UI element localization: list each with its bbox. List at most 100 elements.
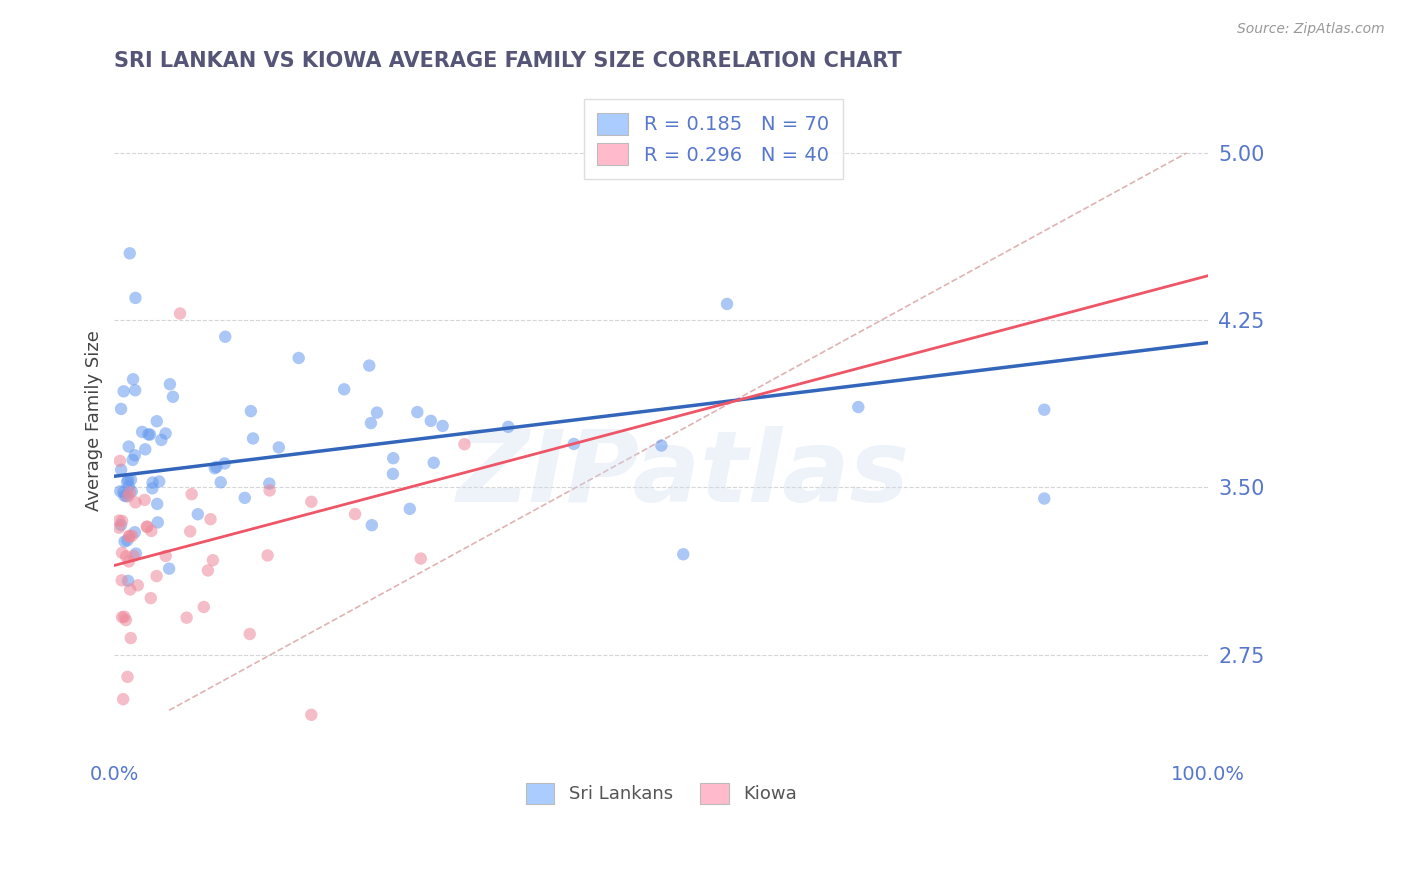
Point: [214, 330, 236, 344]
Point: [127, 578, 149, 592]
Point: [201, 553, 224, 567]
Point: [180, 487, 202, 501]
Point: [124, 525, 146, 540]
Point: [179, 524, 201, 539]
Point: [121, 529, 143, 543]
Point: [1033, 402, 1056, 417]
Point: [419, 414, 441, 428]
Point: [141, 524, 163, 538]
Point: [136, 519, 159, 533]
Point: [124, 291, 146, 305]
Point: [138, 427, 160, 442]
Point: [110, 484, 132, 499]
Point: [176, 610, 198, 624]
Point: [118, 529, 141, 543]
Point: [205, 459, 228, 474]
Point: [121, 453, 143, 467]
Point: [141, 481, 163, 495]
Point: [117, 574, 139, 588]
Point: [118, 440, 141, 454]
Point: [209, 475, 232, 490]
Point: [162, 390, 184, 404]
Point: [409, 551, 432, 566]
Point: [299, 495, 322, 509]
Point: [382, 451, 405, 466]
Point: [120, 582, 142, 597]
Point: [118, 530, 141, 544]
Point: [432, 418, 454, 433]
Point: [398, 501, 420, 516]
Point: [187, 507, 209, 521]
Point: [259, 476, 281, 491]
Point: [115, 475, 138, 489]
Point: [108, 521, 131, 535]
Point: [114, 534, 136, 549]
Point: [496, 420, 519, 434]
Point: [366, 406, 388, 420]
Point: [142, 475, 165, 490]
Point: [242, 432, 264, 446]
Point: [125, 547, 148, 561]
Point: [115, 489, 138, 503]
Point: [169, 306, 191, 320]
Point: [111, 546, 134, 560]
Point: [344, 507, 367, 521]
Point: [117, 533, 139, 548]
Point: [115, 613, 138, 627]
Point: [108, 514, 131, 528]
Point: [381, 467, 404, 481]
Point: [200, 512, 222, 526]
Point: [124, 448, 146, 462]
Point: [112, 484, 135, 499]
Text: ZIPatlas: ZIPatlas: [457, 425, 910, 523]
Point: [122, 549, 145, 563]
Point: [155, 426, 177, 441]
Point: [108, 454, 131, 468]
Point: [562, 437, 585, 451]
Point: [193, 599, 215, 614]
Point: [124, 495, 146, 509]
Point: [267, 441, 290, 455]
Point: [333, 382, 356, 396]
Point: [256, 549, 278, 563]
Text: Source: ZipAtlas.com: Source: ZipAtlas.com: [1237, 22, 1385, 37]
Point: [846, 400, 869, 414]
Point: [139, 591, 162, 606]
Point: [299, 707, 322, 722]
Point: [110, 463, 132, 477]
Point: [233, 491, 256, 505]
Point: [118, 246, 141, 260]
Y-axis label: Average Family Size: Average Family Size: [86, 330, 103, 511]
Point: [145, 569, 167, 583]
Point: [716, 297, 738, 311]
Point: [118, 479, 141, 493]
Point: [120, 631, 142, 645]
Point: [453, 437, 475, 451]
Point: [360, 518, 382, 533]
Point: [122, 372, 145, 386]
Point: [150, 433, 173, 447]
Point: [359, 359, 381, 373]
Point: [115, 549, 138, 564]
Point: [197, 564, 219, 578]
Point: [1033, 491, 1056, 506]
Point: [146, 497, 169, 511]
Point: [118, 554, 141, 568]
Point: [204, 461, 226, 475]
Point: [135, 520, 157, 534]
Text: SRI LANKAN VS KIOWA AVERAGE FAMILY SIZE CORRELATION CHART: SRI LANKAN VS KIOWA AVERAGE FAMILY SIZE …: [114, 51, 903, 70]
Point: [111, 610, 134, 624]
Point: [121, 484, 143, 499]
Point: [145, 414, 167, 428]
Point: [134, 492, 156, 507]
Point: [110, 518, 132, 533]
Legend: Sri Lankans, Kiowa: Sri Lankans, Kiowa: [516, 774, 806, 813]
Point: [672, 547, 695, 561]
Point: [239, 627, 262, 641]
Point: [239, 404, 262, 418]
Point: [112, 489, 135, 503]
Point: [139, 427, 162, 442]
Point: [117, 473, 139, 487]
Point: [118, 485, 141, 500]
Point: [287, 351, 309, 365]
